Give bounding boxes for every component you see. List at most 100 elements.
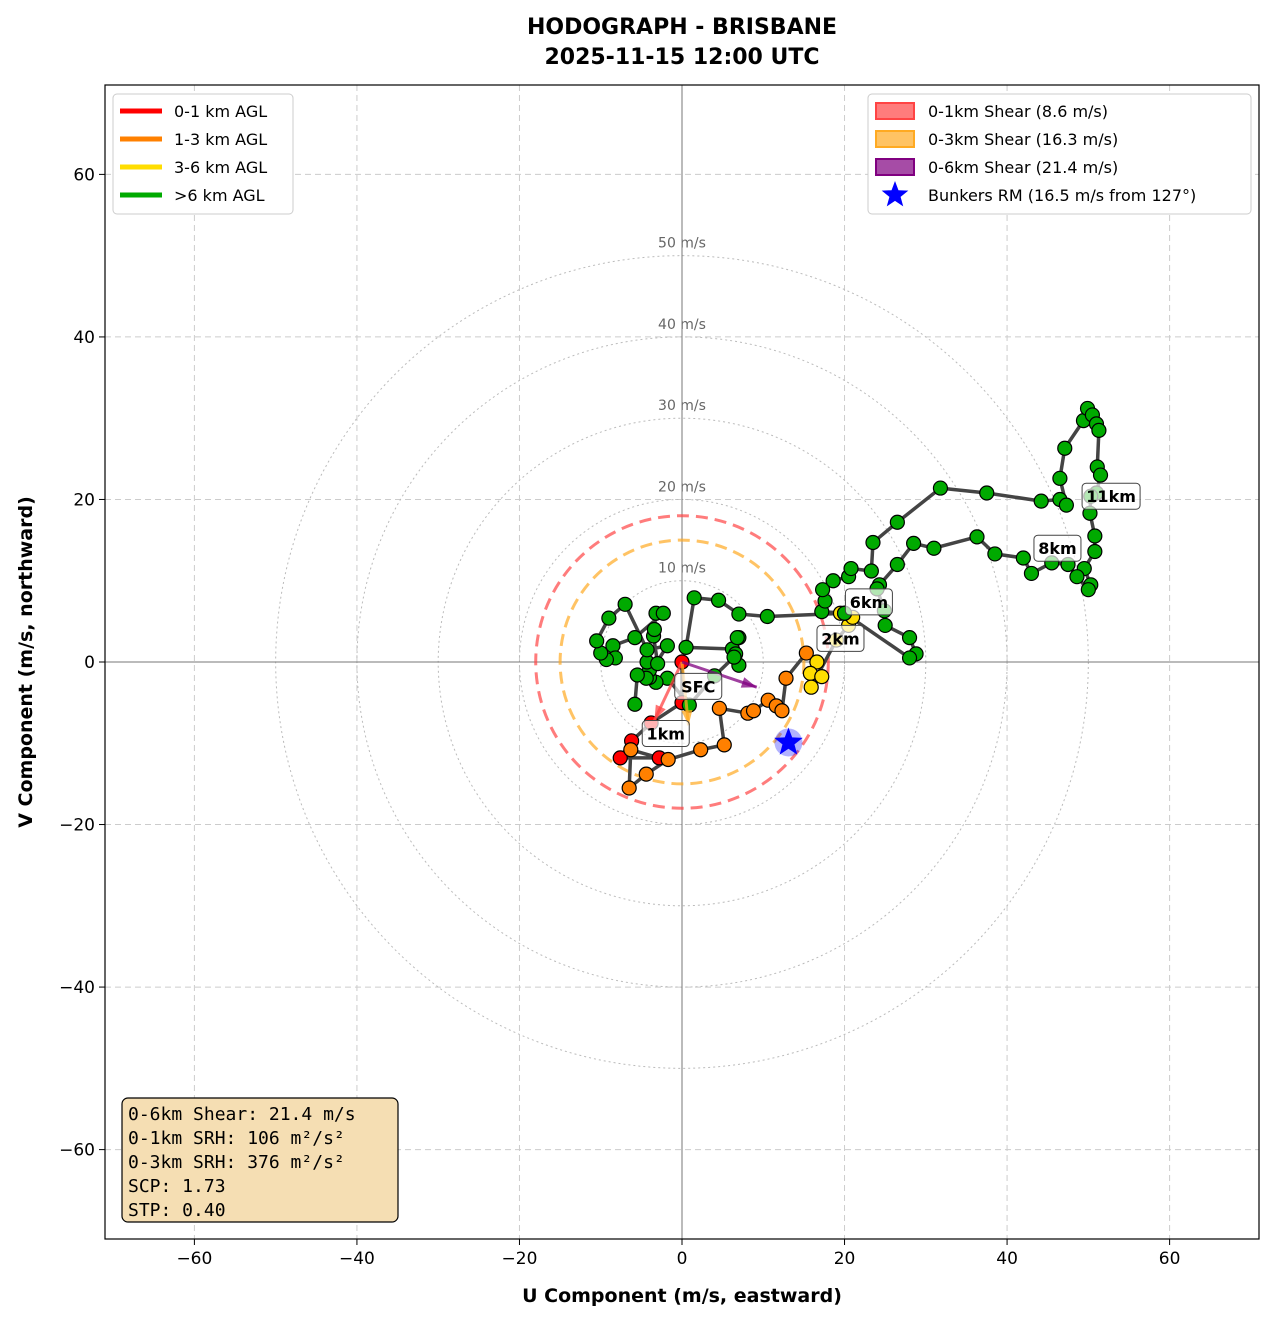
x-tick-label: 0: [677, 1249, 688, 1269]
legend-right-label: Bunkers RM (16.5 m/s from 127°): [928, 186, 1196, 205]
wind-point: [716, 737, 732, 753]
legend-star-icon: [881, 181, 909, 207]
legend-left-box: [112, 93, 294, 215]
legend-patch: [875, 158, 915, 176]
height-label: SFC: [681, 677, 715, 696]
shear-arrowhead: [740, 677, 757, 688]
wind-point: [693, 742, 709, 758]
y-tick-label: 40: [73, 328, 95, 348]
x-tick-label: −60: [176, 1249, 212, 1269]
bunkers-star-icon: [774, 727, 803, 755]
wind-point: [877, 617, 893, 634]
y-tick-label: −20: [59, 816, 95, 836]
stats-box: [121, 1097, 399, 1223]
x-tick-label: 20: [834, 1249, 856, 1269]
wind-point: [686, 590, 702, 606]
wind-point: [774, 703, 790, 719]
wind-point: [1033, 493, 1049, 509]
wind-point: [889, 514, 905, 530]
wind-point: [969, 529, 985, 545]
wind-point: [865, 534, 881, 551]
wind-point: [803, 679, 819, 695]
wind-point: [759, 608, 775, 625]
x-tick-label: 60: [1159, 1249, 1181, 1269]
height-label-box: [1033, 534, 1082, 562]
stats-line: SCP: 1.73: [128, 1176, 226, 1197]
legend-patch: [875, 102, 915, 120]
wind-point: [906, 535, 922, 551]
wind-point: [1057, 440, 1073, 456]
wind-point: [863, 563, 879, 579]
y-tick-label: 60: [73, 165, 95, 185]
wind-point: [1087, 528, 1103, 544]
wind-point: [655, 605, 671, 621]
x-axis-label: U Component (m/s, eastward): [522, 1285, 842, 1307]
plot-frame: [104, 84, 1260, 1240]
wind-point: [901, 630, 918, 646]
wind-point: [901, 650, 918, 666]
wind-point: [650, 656, 666, 672]
wind-point: [639, 642, 655, 658]
wind-point: [932, 480, 949, 496]
height-label-box: [1081, 482, 1141, 510]
height-label: 8km: [1038, 539, 1076, 558]
wind-point: [1058, 497, 1074, 513]
height-label-box: [816, 624, 865, 652]
wind-point: [798, 645, 814, 661]
shear-arrowhead: [681, 709, 693, 726]
y-tick-label: 0: [84, 653, 95, 673]
height-label: 6km: [850, 593, 888, 612]
wind-point: [1023, 565, 1040, 582]
legend-right-label: 0-6km Shear (21.4 m/s): [928, 158, 1118, 177]
wind-point: [601, 610, 617, 626]
wind-point: [1080, 582, 1096, 598]
wind-point: [605, 638, 621, 654]
legend-patch: [875, 130, 915, 148]
wind-point: [627, 630, 643, 646]
wind-point: [926, 540, 942, 556]
height-label-box: [674, 672, 723, 700]
legend-right-box: [867, 93, 1252, 215]
wind-point: [659, 638, 675, 654]
legend-left-label: >6 km AGL: [174, 186, 265, 205]
shear-arrowhead: [654, 704, 666, 721]
wind-point: [843, 560, 859, 577]
wind-point: [1052, 470, 1068, 486]
wind-point: [1087, 543, 1103, 560]
wind-point: [814, 582, 831, 598]
wind-point: [979, 485, 995, 501]
wind-point: [987, 546, 1003, 562]
wind-point: [617, 596, 633, 612]
stats-line: STP: 0.40: [128, 1200, 226, 1221]
wind-point: [678, 639, 694, 655]
wind-point: [1092, 467, 1109, 483]
wind-point: [612, 750, 628, 766]
wind-point: [726, 649, 742, 665]
wind-point: [627, 696, 643, 712]
wind-point: [589, 633, 605, 649]
height-label-box: [844, 588, 893, 616]
shear-ring: [534, 514, 830, 810]
height-label: 1km: [647, 725, 685, 744]
x-tick-label: −20: [502, 1249, 538, 1269]
wind-point: [809, 654, 825, 670]
y-axis-label: V Component (m/s, northward): [15, 496, 37, 828]
wind-point: [1015, 550, 1031, 566]
y-tick-label: 20: [73, 490, 95, 510]
legend-left-label: 3-6 km AGL: [174, 158, 267, 177]
wind-point: [623, 742, 639, 758]
wind-point: [638, 766, 654, 782]
wind-point: [646, 621, 662, 638]
chart-title: HODOGRAPH - BRISBANE: [527, 15, 837, 40]
y-tick-label: −60: [59, 1141, 95, 1161]
wind-point: [711, 700, 727, 716]
wind-point: [729, 630, 745, 646]
wind-point: [1091, 422, 1107, 438]
height-label-box: [641, 720, 690, 748]
stats-line: 0-1km SRH: 106 m²/s²: [128, 1128, 345, 1149]
wind-point: [778, 670, 794, 686]
stats-line: 0-6km Shear: 21.4 m/s: [128, 1104, 356, 1125]
legend-right-label: 0-1km Shear (8.6 m/s): [928, 102, 1108, 121]
